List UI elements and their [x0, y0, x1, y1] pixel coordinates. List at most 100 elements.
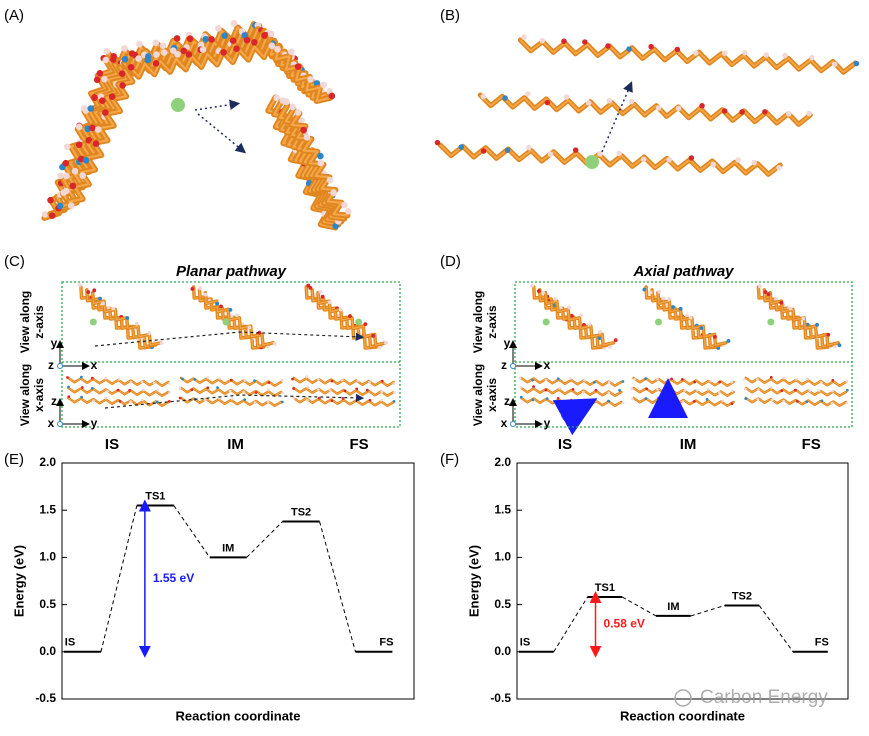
atom	[267, 388, 270, 392]
molecule-bond	[68, 69, 134, 203]
atom	[159, 42, 167, 49]
atom	[153, 51, 160, 58]
atom	[92, 399, 95, 403]
molecule-bond	[292, 376, 395, 387]
atom	[128, 389, 131, 392]
atom	[313, 293, 318, 298]
atom	[356, 379, 360, 383]
axis-letter: x	[91, 358, 98, 372]
atom	[152, 60, 160, 67]
atom	[106, 305, 111, 310]
atom	[519, 395, 523, 399]
atom	[593, 380, 596, 384]
atom	[530, 283, 535, 288]
atom	[147, 331, 152, 336]
atom	[152, 381, 156, 385]
atom	[104, 376, 108, 380]
molecule-bond	[293, 387, 394, 397]
atom	[266, 400, 270, 404]
atom	[41, 211, 49, 218]
atom	[688, 315, 693, 320]
axis-letter: z	[51, 394, 57, 408]
li-ion	[542, 318, 550, 326]
atom	[655, 105, 662, 111]
atom	[544, 99, 551, 106]
atom	[769, 386, 773, 389]
atom	[597, 330, 602, 334]
atom	[536, 289, 541, 293]
molecule-bond	[477, 92, 813, 127]
panel-label: (B)	[440, 7, 460, 24]
atom	[134, 321, 139, 326]
atom	[756, 398, 760, 401]
atom	[670, 377, 673, 381]
atom	[202, 36, 209, 43]
atom	[79, 375, 83, 379]
atom	[579, 313, 584, 318]
atom	[808, 389, 812, 393]
state-label: IS	[105, 436, 119, 453]
atom	[710, 161, 717, 168]
atom	[741, 49, 748, 56]
atom	[230, 20, 238, 27]
atom	[558, 386, 562, 390]
atom	[763, 290, 768, 294]
atom	[229, 37, 237, 44]
atom	[434, 139, 441, 146]
level-label: IM	[667, 601, 679, 613]
atom	[90, 386, 94, 390]
atom	[794, 388, 797, 392]
panel-label: (F)	[440, 451, 459, 468]
view-label: View along	[471, 291, 485, 353]
atom	[178, 386, 182, 390]
atom	[585, 100, 592, 106]
atom	[805, 377, 809, 381]
atom	[730, 389, 734, 393]
connector	[690, 605, 725, 617]
atom	[206, 376, 210, 379]
atom	[363, 322, 368, 327]
atom	[556, 377, 560, 381]
atom	[480, 93, 487, 100]
atom	[199, 46, 207, 53]
atom	[582, 39, 588, 45]
atom	[242, 390, 246, 394]
atom	[384, 340, 388, 345]
atom	[167, 382, 171, 385]
atom	[129, 380, 133, 384]
atom	[141, 398, 144, 402]
atom	[317, 396, 321, 400]
atom	[102, 109, 109, 116]
atom	[116, 388, 120, 392]
atom	[253, 401, 257, 405]
atom	[751, 159, 757, 166]
atom	[106, 389, 109, 393]
atom	[125, 316, 130, 320]
atom	[782, 376, 786, 380]
atom	[56, 202, 64, 210]
atom	[594, 388, 598, 392]
atom	[160, 49, 168, 56]
atom	[769, 375, 773, 379]
atom	[340, 378, 344, 382]
atom	[220, 49, 227, 56]
level-label: TS2	[732, 590, 752, 602]
molecule-bond	[293, 377, 394, 387]
atom	[348, 314, 352, 319]
watermark: Carbon Energy	[700, 687, 828, 708]
molecule-bond	[479, 94, 811, 126]
axis-origin	[57, 363, 63, 369]
atom	[159, 341, 164, 345]
atom	[221, 32, 229, 39]
atom	[817, 389, 821, 392]
x-axis-label: Reaction coordinate	[176, 708, 301, 723]
atom	[613, 338, 618, 343]
atom	[544, 388, 548, 392]
atom	[371, 333, 376, 338]
connector	[553, 596, 588, 653]
atom	[243, 378, 247, 382]
level-label: TS2	[291, 506, 311, 518]
atom	[830, 389, 834, 393]
level-label: IS	[65, 637, 75, 649]
panel-label: (D)	[440, 253, 461, 270]
